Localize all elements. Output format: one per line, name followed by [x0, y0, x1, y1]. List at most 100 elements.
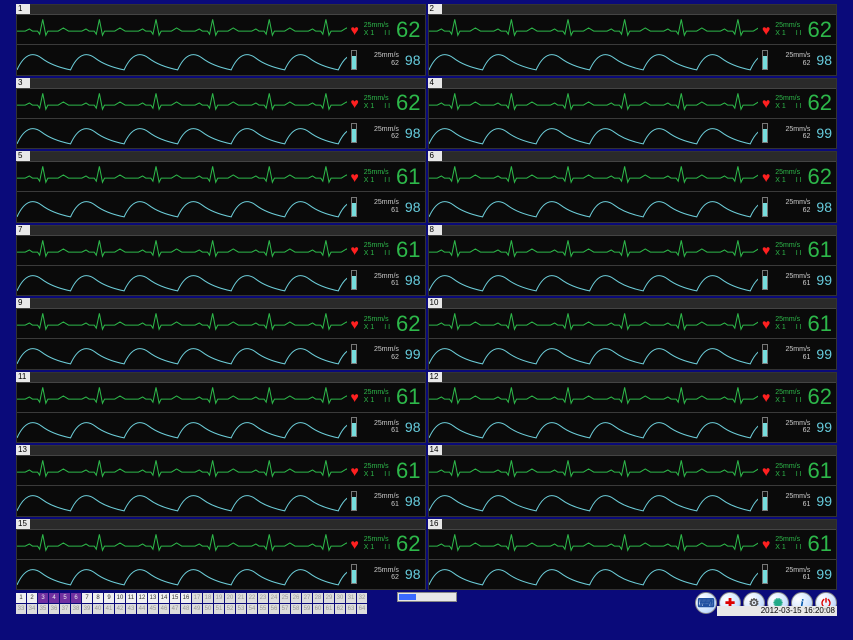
spo2-readout: 25mm/s 62 98	[347, 560, 425, 589]
pager-cell[interactable]: 36	[49, 604, 59, 614]
bed-panel[interactable]: 3 ♥ 25mm/s X1 II 62	[16, 78, 426, 150]
pager-cell[interactable]: 44	[137, 604, 147, 614]
bed-panel[interactable]: 16 ♥ 25mm/s X1 II 61	[428, 519, 838, 591]
pager-cell[interactable]: 54	[247, 604, 257, 614]
pager-cell[interactable]: 20	[225, 593, 235, 603]
bed-panel[interactable]: 10 ♥ 25mm/s X1 II 61	[428, 298, 838, 370]
hr-readout: ♥ 25mm/s X1 II 61	[347, 383, 425, 412]
bed-panel[interactable]: 6 ♥ 25mm/s X1 II 62	[428, 151, 838, 223]
pager-cell[interactable]: 25	[280, 593, 290, 603]
pager-cell[interactable]: 7	[82, 593, 92, 603]
ecg-gain-label: X1	[775, 397, 788, 404]
bed-panel[interactable]: 2 ♥ 25mm/s X1 II 62	[428, 4, 838, 76]
pager-cell[interactable]: 43	[126, 604, 136, 614]
pager-cell[interactable]: 59	[302, 604, 312, 614]
pager-cell[interactable]: 64	[357, 604, 367, 614]
pager-cell[interactable]: 19	[214, 593, 224, 603]
ecg-lead-label: II	[384, 544, 392, 551]
pager-cell[interactable]: 29	[324, 593, 334, 603]
hr-readout: ♥ 25mm/s X1 II 62	[347, 15, 425, 44]
pager-cell[interactable]: 30	[335, 593, 345, 603]
pager-cell[interactable]: 16	[181, 593, 191, 603]
pager-cell[interactable]: 1	[16, 593, 26, 603]
pager-cell[interactable]: 23	[258, 593, 268, 603]
pager-cell[interactable]: 13	[148, 593, 158, 603]
ecg-lead-label: II	[384, 103, 392, 110]
pager-cell[interactable]: 4	[49, 593, 59, 603]
pager-cell[interactable]: 47	[170, 604, 180, 614]
pager-cell[interactable]: 17	[192, 593, 202, 603]
spo2-speed-label: 25mm/s	[361, 126, 399, 134]
bed-panel[interactable]: 8 ♥ 25mm/s X1 II 61	[428, 225, 838, 297]
pager-cell[interactable]: 40	[93, 604, 103, 614]
bed-panel[interactable]: 4 ♥ 25mm/s X1 II 62	[428, 78, 838, 150]
ecg-speed-label: 25mm/s	[364, 242, 392, 250]
pager-cell[interactable]: 57	[280, 604, 290, 614]
pager-cell[interactable]: 38	[71, 604, 81, 614]
bed-panel[interactable]: 5 ♥ 25mm/s X1 II 61	[16, 151, 426, 223]
spo2-bar-indicator	[762, 197, 768, 217]
hr-value: 62	[808, 386, 832, 408]
pager-cell[interactable]: 62	[335, 604, 345, 614]
pager-cell[interactable]: 61	[324, 604, 334, 614]
pager-cell[interactable]: 21	[236, 593, 246, 603]
pager-cell[interactable]: 27	[302, 593, 312, 603]
pager-cell[interactable]: 3	[38, 593, 48, 603]
screen-button[interactable]: ⌨	[695, 592, 717, 614]
pager-cell[interactable]: 6	[71, 593, 81, 603]
bed-header-bar	[17, 299, 425, 309]
hr-readout: ♥ 25mm/s X1 II 61	[758, 456, 836, 485]
bed-panel[interactable]: 1 ♥ 25mm/s X1 II 62	[16, 4, 426, 76]
pager-cell[interactable]: 28	[313, 593, 323, 603]
pager-cell[interactable]: 60	[313, 604, 323, 614]
pager-cell[interactable]: 37	[60, 604, 70, 614]
pager-cell[interactable]: 39	[82, 604, 92, 614]
pager-cell[interactable]: 22	[247, 593, 257, 603]
spo2-readout: 25mm/s 61 98	[347, 192, 425, 221]
pager-cell[interactable]: 9	[104, 593, 114, 603]
pager-cell[interactable]: 52	[225, 604, 235, 614]
bed-panel[interactable]: 15 ♥ 25mm/s X1 II 62	[16, 519, 426, 591]
hr-value: 61	[396, 239, 420, 261]
pager-cell[interactable]: 34	[27, 604, 37, 614]
bed-panel[interactable]: 13 ♥ 25mm/s X1 II 61	[16, 445, 426, 517]
pager-cell[interactable]: 58	[291, 604, 301, 614]
bed-panel[interactable]: 12 ♥ 25mm/s X1 II 62	[428, 372, 838, 444]
pager-cell[interactable]: 33	[16, 604, 26, 614]
pager-cell[interactable]: 42	[115, 604, 125, 614]
bed-panel[interactable]: 9 ♥ 25mm/s X1 II 62	[16, 298, 426, 370]
spo2-waveform	[429, 45, 759, 74]
pager-cell[interactable]: 24	[269, 593, 279, 603]
pager-cell[interactable]: 5	[60, 593, 70, 603]
bed-number-tag: 13	[16, 445, 30, 455]
pager-cell[interactable]: 12	[137, 593, 147, 603]
bed-panel[interactable]: 11 ♥ 25mm/s X1 II 61	[16, 372, 426, 444]
pager-cell[interactable]: 11	[126, 593, 136, 603]
pager-cell[interactable]: 41	[104, 604, 114, 614]
bed-panel[interactable]: 14 ♥ 25mm/s X1 II 61	[428, 445, 838, 517]
pager-cell[interactable]: 32	[357, 593, 367, 603]
pager-cell[interactable]: 48	[181, 604, 191, 614]
pager-cell[interactable]: 51	[214, 604, 224, 614]
spo2-value: 98	[816, 200, 832, 214]
spo2-readout: 25mm/s 62 98	[758, 192, 836, 221]
pager-cell[interactable]: 45	[148, 604, 158, 614]
pager-cell[interactable]: 63	[346, 604, 356, 614]
pager-cell[interactable]: 56	[269, 604, 279, 614]
bed-panel[interactable]: 7 ♥ 25mm/s X1 II 61	[16, 225, 426, 297]
pager-cell[interactable]: 53	[236, 604, 246, 614]
pager-cell[interactable]: 18	[203, 593, 213, 603]
pager-cell[interactable]: 2	[27, 593, 37, 603]
pager-cell[interactable]: 35	[38, 604, 48, 614]
pager-cell[interactable]: 55	[258, 604, 268, 614]
pager-cell[interactable]: 49	[192, 604, 202, 614]
pager-cell[interactable]: 15	[170, 593, 180, 603]
pager-cell[interactable]: 50	[203, 604, 213, 614]
pager-cell[interactable]: 10	[115, 593, 125, 603]
pager-cell[interactable]: 31	[346, 593, 356, 603]
pager-cell[interactable]: 46	[159, 604, 169, 614]
pager-cell[interactable]: 8	[93, 593, 103, 603]
pager-cell[interactable]: 26	[291, 593, 301, 603]
spo2-waveform	[429, 486, 759, 515]
pager-cell[interactable]: 14	[159, 593, 169, 603]
